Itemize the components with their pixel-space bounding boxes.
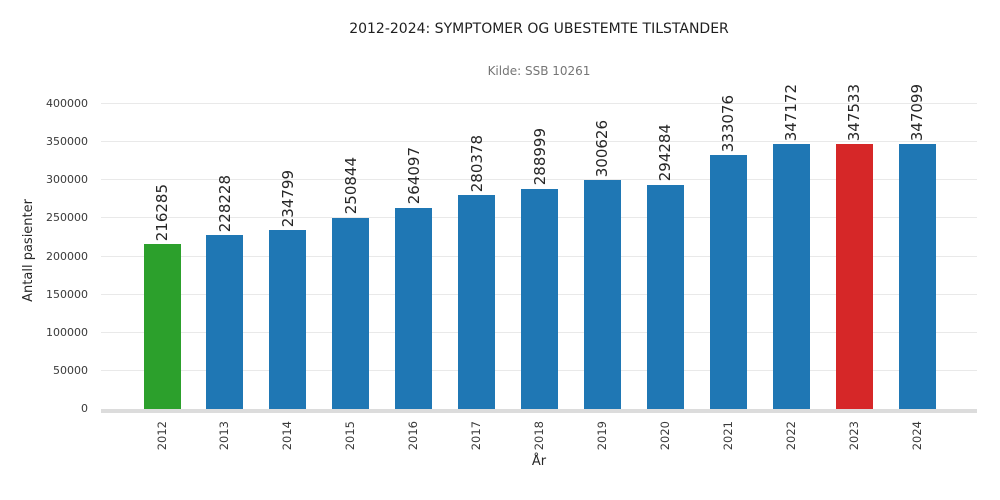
bar-value-label-2017: 280378 [467,134,486,193]
bar-value-label-2021: 333076 [719,94,738,153]
x-tick-2015: 2015 [343,421,358,451]
y-tick-400000: 400000 [46,97,88,110]
x-tick-2019: 2019 [594,421,609,451]
bar-value-label-2018: 288999 [530,128,549,186]
y-tick-50000: 50000 [53,363,88,377]
x-tick-2012: 2012 [154,421,169,451]
bar-value-label-2016: 264097 [404,147,423,205]
bar-2020 [646,184,684,409]
bar-2014 [269,229,307,409]
bar-2018 [521,188,559,409]
x-tick-2016: 2016 [406,421,421,451]
bar-2016 [395,207,433,409]
x-tick-2018: 2018 [532,421,547,451]
bar-2013 [206,234,244,409]
bar-2021 [709,155,747,409]
bar-value-label-2024: 347099 [908,84,927,142]
x-tick-2023: 2023 [846,421,861,451]
gridline-350000 [101,141,977,143]
x-tick-2013: 2013 [217,421,232,451]
chart-subtitle: Kilde: SSB 10261 [487,64,591,78]
bar-value-label-2023: 347533 [845,83,864,142]
y-tick-100000: 100000 [46,325,88,339]
bar-2019 [583,179,621,409]
chart-title: 2012-2024: SYMPTOMER OG UBESTEMTE TILSTA… [349,21,729,37]
bar-2017 [458,195,496,409]
y-tick-0: 0 [81,402,88,415]
x-tick-2014: 2014 [280,421,295,451]
bar-value-label-2012: 216285 [153,183,171,242]
x-axis-label: År [531,454,547,469]
y-tick-300000: 300000 [46,173,88,187]
y-tick-250000: 250000 [46,211,88,225]
bar-2022 [772,144,810,409]
x-tick-2022: 2022 [783,421,798,451]
y-tick-350000: 350000 [46,135,88,149]
bar-2023 [835,144,873,409]
bar-2024 [898,144,936,409]
x-tick-2020: 2020 [657,421,672,451]
bar-value-label-2020: 294284 [656,124,675,182]
bar-value-label-2015: 250844 [341,157,360,215]
x-tick-2024: 2024 [909,421,924,451]
x-axis-line [101,409,977,413]
bar-value-label-2019: 300626 [593,119,612,177]
y-tick-150000: 150000 [46,287,88,301]
bar-value-label-2013: 228228 [215,174,234,232]
gridline-400000 [101,103,977,104]
y-tick-200000: 200000 [46,249,88,263]
bar-2015 [332,217,370,409]
bar-value-label-2022: 347172 [782,84,801,142]
bar-2012 [143,244,181,409]
x-tick-2017: 2017 [469,421,484,451]
x-tick-2021: 2021 [720,421,735,451]
gridline-300000 [101,179,977,181]
bar-value-label-2014: 234799 [278,169,297,227]
plot-area: 216285 228228 234799 250844 264097 280378 2889… [101,84,977,409]
